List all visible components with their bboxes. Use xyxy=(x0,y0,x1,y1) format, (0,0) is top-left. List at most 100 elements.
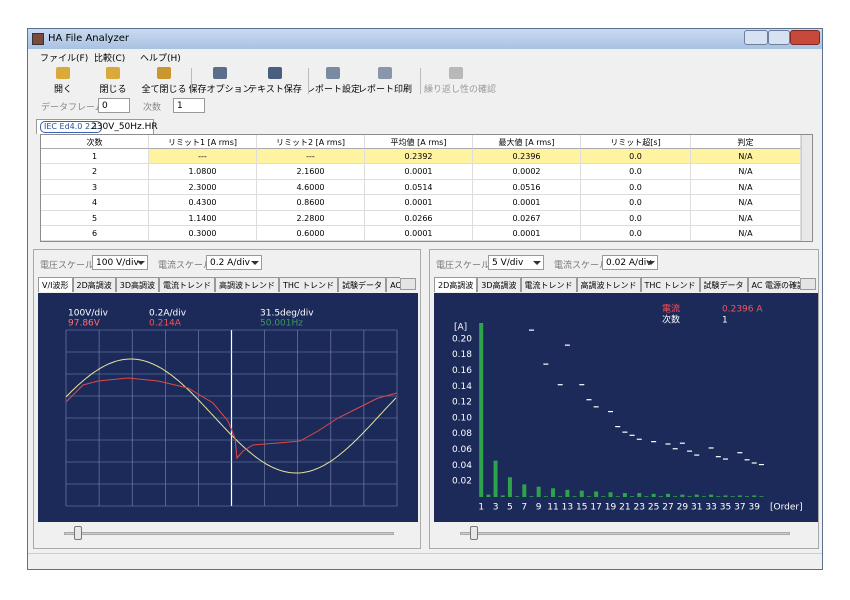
toolbar-icon xyxy=(106,67,120,79)
right-panel: 電圧スケール 5 V/div 電流スケール 0.02 A/div 2D高調波 3D高調波電… xyxy=(429,249,819,549)
x-tick-label: 33 xyxy=(705,503,716,513)
toolbar-button[interactable]: レポート印刷 xyxy=(353,65,417,97)
table-cell: --- xyxy=(149,149,257,165)
bar xyxy=(701,496,706,497)
bar xyxy=(658,496,663,497)
table-cell: 0.0 xyxy=(581,164,691,180)
table-cell: 6 xyxy=(41,226,149,241)
toolbar-label: レポート印刷 xyxy=(357,85,412,95)
minimize-button[interactable] xyxy=(744,30,768,45)
toolbar-button[interactable]: 開く xyxy=(31,65,95,97)
tab[interactable]: 高調波トレンド xyxy=(576,277,641,292)
x-tick-label: 31 xyxy=(691,503,702,513)
menu-item[interactable]: 比較(C) xyxy=(94,54,126,64)
table-cell: N/A xyxy=(691,210,801,226)
tab[interactable]: 3D高調波 xyxy=(477,277,521,292)
dropdown-arrow xyxy=(251,261,259,269)
current-scale-label: 電流スケール xyxy=(158,261,213,271)
toolbar-icon xyxy=(378,67,392,79)
bar xyxy=(608,492,613,497)
order-value: 1 xyxy=(177,101,183,111)
toolbar-button[interactable]: 全て閉じる xyxy=(132,65,196,97)
toolbar-icon xyxy=(213,67,227,79)
tab-strip: 2D高調波 3D高調波 電流トレンド 高調波トレンド THC トレンド 試験データ AC 電… xyxy=(434,277,800,293)
bar xyxy=(529,496,534,497)
tab[interactable]: V/I波形 xyxy=(38,277,73,292)
toolbar-icon xyxy=(56,67,70,79)
x-tick-label: 29 xyxy=(677,503,689,513)
table-cell: 0.0001 xyxy=(365,226,473,241)
x-axis-label: [Order] xyxy=(770,503,803,513)
harmonic-chart: [A] [Order] 0.02 0.04 0.06 0.08 0.10 0.12 0.14 0.… xyxy=(434,293,818,522)
x-tick-label: 15 xyxy=(576,503,587,513)
bar xyxy=(666,493,671,497)
bar xyxy=(637,493,642,497)
maximize-button[interactable] xyxy=(768,30,790,45)
table-cell: N/A xyxy=(691,226,801,241)
y-tick-label: 0.04 xyxy=(452,461,472,471)
x-tick-label: 7 xyxy=(521,503,527,513)
order-input[interactable]: 1 xyxy=(173,98,205,113)
toolbar-button[interactable]: レポート設定 xyxy=(301,65,365,97)
current-scale-select[interactable]: 0.2 A/div xyxy=(206,255,262,270)
table-header-cell: 平均値 [A rms] xyxy=(365,135,473,149)
table-cell: 0.4300 xyxy=(149,195,257,211)
slider-track xyxy=(460,532,790,535)
table-cell: 2.2800 xyxy=(257,210,365,226)
menu-item[interactable]: ファイル(F) xyxy=(40,54,89,64)
toolbar-button[interactable]: テキスト保存 xyxy=(243,65,307,97)
y-tick-label: 0.06 xyxy=(452,445,472,455)
tab[interactable]: 3D高調波 xyxy=(115,277,160,292)
table-cell: 0.0 xyxy=(581,149,691,165)
tab-scroll-buttons[interactable] xyxy=(400,278,416,290)
toolbar-button[interactable]: 繰り返し性の確認 xyxy=(424,65,496,97)
bar xyxy=(644,496,649,497)
current-scale-select[interactable]: 0.02 A/div xyxy=(602,255,658,270)
readout-current-label: 電流 xyxy=(662,303,680,315)
tab[interactable]: 2D高調波 xyxy=(434,277,478,292)
frequency: 50.001Hz xyxy=(260,319,303,329)
tab[interactable]: 試験データ xyxy=(699,277,748,292)
toolbar-label: レポート設定 xyxy=(305,85,360,95)
slider-thumb[interactable] xyxy=(74,526,82,540)
tab-scroll-buttons[interactable] xyxy=(800,278,816,290)
y-tick-label: 0.16 xyxy=(452,366,472,376)
current-waveform xyxy=(65,377,398,460)
menu-item[interactable]: ヘルプ(H) xyxy=(140,54,181,64)
tab[interactable]: THC トレンド xyxy=(640,277,700,292)
y-axis-label: [A] xyxy=(454,323,467,333)
y-tick-label: 0.12 xyxy=(452,398,472,408)
voltage-scale-select[interactable]: 5 V/div xyxy=(488,255,544,270)
table-cell: 2.3000 xyxy=(149,179,257,196)
voltage-waveform xyxy=(65,358,397,474)
table-cell: N/A xyxy=(691,179,801,196)
app-icon xyxy=(32,33,44,45)
tab[interactable]: 電流トレンド xyxy=(520,277,577,292)
tab[interactable]: 2D高調波 xyxy=(72,277,116,292)
tab[interactable]: THC トレンド xyxy=(279,277,339,292)
slider-track xyxy=(64,532,394,535)
voltage-scale-select[interactable]: 100 V/div xyxy=(92,255,148,270)
table-cell: N/A xyxy=(691,149,801,165)
table-scrollbar[interactable] xyxy=(801,135,812,241)
table-cell: 2 xyxy=(41,164,149,180)
table-cell: 0.0514 xyxy=(365,179,473,196)
toolbar-button[interactable]: 保存オプション xyxy=(188,65,252,97)
toolbar-icon xyxy=(326,67,340,79)
tab[interactable]: 高調波トレンド xyxy=(215,277,280,292)
tab[interactable]: AC 電源の確認 xyxy=(747,277,800,292)
frame-input[interactable]: 0 xyxy=(98,98,130,113)
bar xyxy=(486,494,491,497)
slider-thumb[interactable] xyxy=(470,526,478,540)
tab[interactable]: 試験データ xyxy=(338,277,387,292)
toolbar-button[interactable]: 閉じる xyxy=(81,65,145,97)
bar xyxy=(500,495,505,497)
table-cell: 0.8600 xyxy=(257,195,365,211)
table-header-cell: リミット超[s] xyxy=(581,135,691,149)
close-button[interactable] xyxy=(790,30,820,45)
bar xyxy=(723,495,728,497)
tab[interactable]: AC 電 xyxy=(386,277,400,292)
tab[interactable]: 電流トレンド xyxy=(159,277,216,292)
x-tick-label: 9 xyxy=(536,503,542,513)
